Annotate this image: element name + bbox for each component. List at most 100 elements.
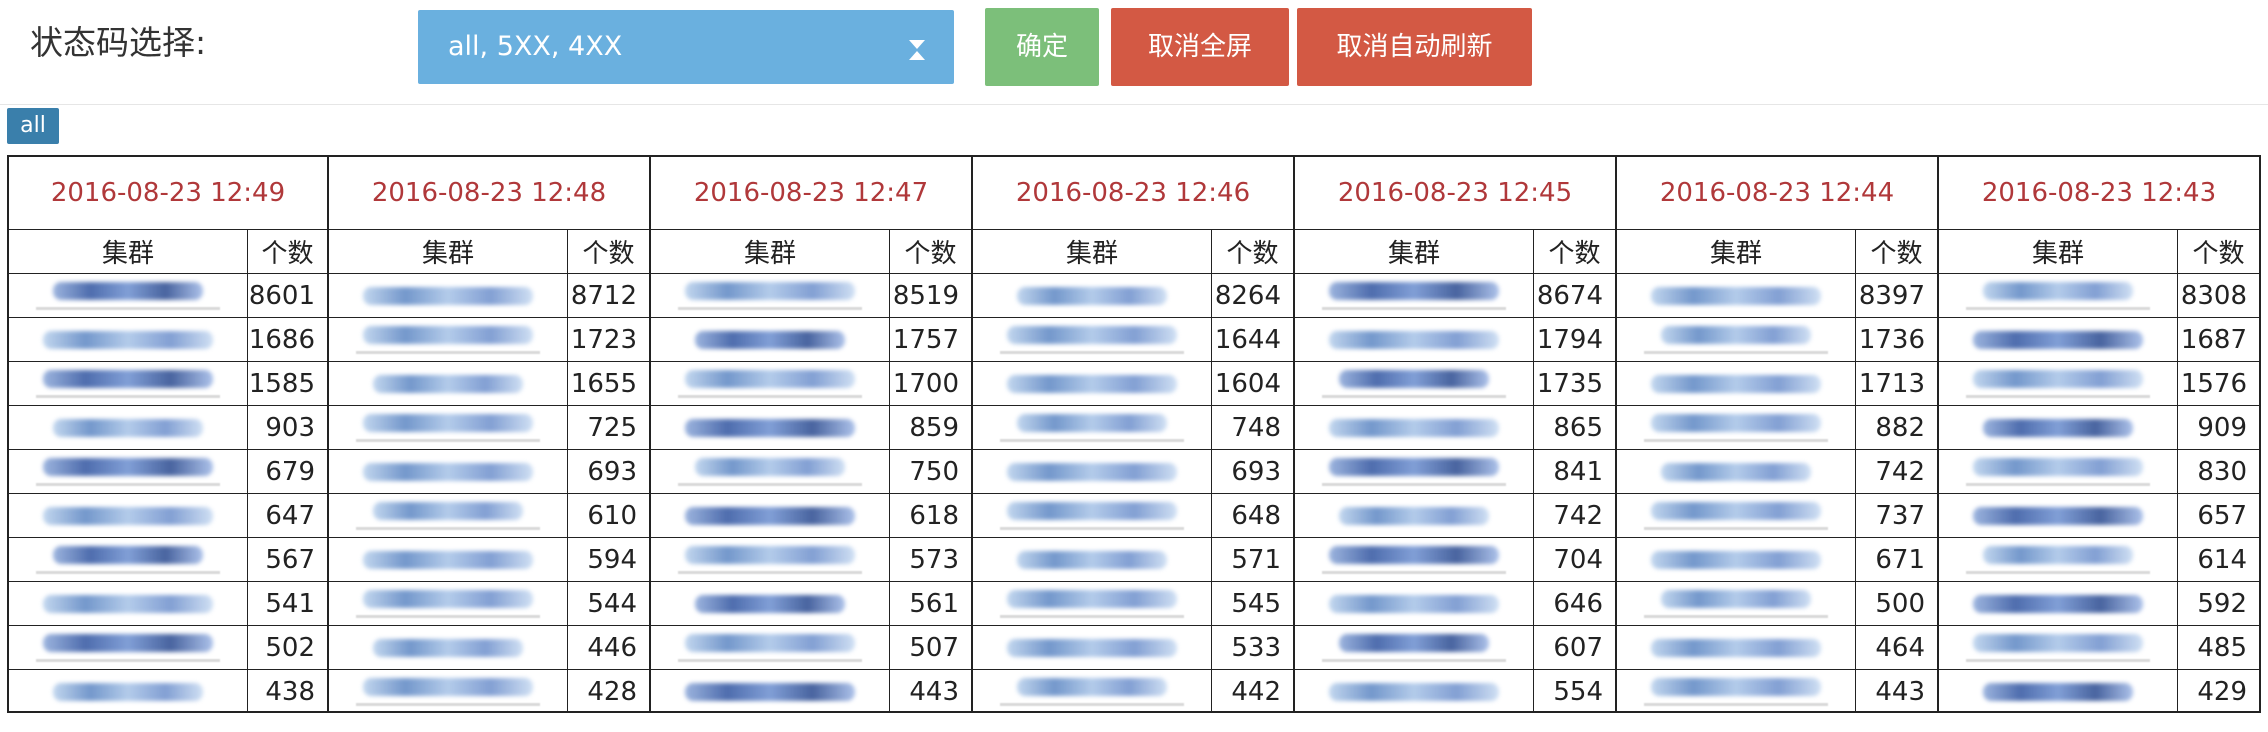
cluster-name-cell[interactable]: [973, 581, 1212, 626]
cluster-name-redacted: [1007, 589, 1177, 608]
cluster-name-cell[interactable]: [973, 493, 1212, 538]
cluster-name-cell[interactable]: [973, 317, 1212, 362]
cluster-name-cell[interactable]: [651, 361, 890, 406]
cluster-name-cell[interactable]: [1295, 493, 1534, 538]
cluster-name-cell[interactable]: [1295, 273, 1534, 318]
cluster-name-cell[interactable]: [1617, 405, 1856, 450]
cluster-name-cell[interactable]: [1295, 581, 1534, 626]
cluster-name-cell[interactable]: [1939, 361, 2178, 406]
count-cell: 693: [567, 449, 649, 494]
cluster-name-cell[interactable]: [1617, 493, 1856, 538]
cluster-name-cell[interactable]: [1617, 581, 1856, 626]
time-panel: 2016-08-23 12:43 集群 个数 8308 1687 1576 909 830 65…: [1939, 155, 2261, 713]
cluster-name-cell[interactable]: [9, 405, 248, 450]
cluster-name-cell[interactable]: [1295, 317, 1534, 362]
cluster-name-cell[interactable]: [329, 625, 568, 670]
cluster-name-cell[interactable]: [651, 449, 890, 494]
cluster-name-cell[interactable]: [9, 625, 248, 670]
cluster-name-cell[interactable]: [9, 361, 248, 406]
count-cell: 903: [247, 405, 327, 450]
cluster-name-cell[interactable]: [651, 669, 890, 713]
cluster-name-underline: [1322, 658, 1506, 662]
cluster-name-redacted: [695, 594, 845, 613]
cluster-header: 集群: [329, 230, 568, 274]
cluster-name-cell[interactable]: [329, 273, 568, 318]
cluster-name-cell[interactable]: [329, 405, 568, 450]
cluster-name-cell[interactable]: [329, 537, 568, 582]
cluster-name-cell[interactable]: [1939, 273, 2178, 318]
cluster-header: 集群: [1617, 230, 1856, 274]
cluster-name-cell[interactable]: [1295, 537, 1534, 582]
table-row: 573: [651, 537, 971, 582]
cluster-name-cell[interactable]: [1939, 537, 2178, 582]
cluster-name-cell[interactable]: [651, 537, 890, 582]
cluster-name-cell[interactable]: [1939, 625, 2178, 670]
cluster-name-cell[interactable]: [973, 273, 1212, 318]
cluster-name-cell[interactable]: [651, 581, 890, 626]
cluster-name-redacted: [1983, 281, 2133, 300]
cluster-name-cell[interactable]: [9, 537, 248, 582]
exit-fullscreen-button[interactable]: 取消全屏: [1111, 8, 1289, 86]
cluster-name-cell[interactable]: [1617, 317, 1856, 362]
cluster-name-cell[interactable]: [1295, 625, 1534, 670]
cluster-name-cell[interactable]: [1939, 581, 2178, 626]
cluster-name-cell[interactable]: [329, 581, 568, 626]
cluster-name-cell[interactable]: [9, 581, 248, 626]
cluster-name-redacted: [1983, 682, 2133, 701]
cluster-name-cell[interactable]: [1295, 669, 1534, 713]
cluster-name-cell[interactable]: [9, 449, 248, 494]
cluster-name-redacted: [1339, 506, 1489, 525]
table-header-row: 集群 个数: [1295, 230, 1615, 274]
cluster-name-underline: [678, 306, 862, 310]
cluster-name-underline: [678, 570, 862, 574]
cluster-name-cell[interactable]: [973, 361, 1212, 406]
cluster-name-cell[interactable]: [1617, 669, 1856, 713]
cluster-name-cell[interactable]: [329, 317, 568, 362]
count-cell: 750: [889, 449, 971, 494]
cluster-name-cell[interactable]: [9, 317, 248, 362]
cluster-name-cell[interactable]: [651, 405, 890, 450]
count-cell: 8397: [1855, 273, 1937, 318]
cluster-name-cell[interactable]: [1939, 317, 2178, 362]
cluster-name-cell[interactable]: [1617, 625, 1856, 670]
cluster-header: 集群: [973, 230, 1212, 274]
count-header: 个数: [261, 239, 314, 269]
cluster-name-cell[interactable]: [1939, 405, 2178, 450]
status-code-select[interactable]: all, 5XX, 4XX: [418, 10, 954, 84]
cluster-name-cell[interactable]: [1617, 361, 1856, 406]
cluster-name-cell[interactable]: [651, 317, 890, 362]
cluster-name-cell[interactable]: [1939, 669, 2178, 713]
confirm-button[interactable]: 确定: [985, 8, 1099, 86]
cluster-name-cell[interactable]: [329, 493, 568, 538]
cluster-name-cell[interactable]: [1295, 449, 1534, 494]
cluster-name-redacted: [363, 286, 533, 305]
cluster-name-cell[interactable]: [973, 405, 1212, 450]
cluster-name-cell[interactable]: [651, 493, 890, 538]
cluster-name-cell[interactable]: [1617, 537, 1856, 582]
count-cell: 1576: [2177, 361, 2259, 406]
stop-auto-refresh-button[interactable]: 取消自动刷新: [1297, 8, 1532, 86]
cluster-name-cell[interactable]: [1617, 273, 1856, 318]
count-cell: 859: [889, 405, 971, 450]
cluster-name-cell[interactable]: [329, 449, 568, 494]
cluster-name-cell[interactable]: [973, 537, 1212, 582]
cluster-name-cell[interactable]: [1939, 493, 2178, 538]
cluster-name-cell[interactable]: [1617, 449, 1856, 494]
cluster-name-cell[interactable]: [651, 625, 890, 670]
cluster-name-cell[interactable]: [1295, 361, 1534, 406]
table-row: 693: [329, 449, 649, 494]
cluster-name-cell[interactable]: [9, 669, 248, 713]
cluster-name-cell[interactable]: [1295, 405, 1534, 450]
cluster-name-cell[interactable]: [973, 449, 1212, 494]
cluster-name-cell[interactable]: [9, 273, 248, 318]
cluster-name-cell[interactable]: [651, 273, 890, 318]
cluster-name-cell[interactable]: [9, 493, 248, 538]
cluster-name-cell[interactable]: [329, 669, 568, 713]
table-row: 8308: [1939, 273, 2259, 318]
count-cell: 646: [1533, 581, 1615, 626]
cluster-name-cell[interactable]: [329, 361, 568, 406]
cluster-name-cell[interactable]: [973, 625, 1212, 670]
cluster-name-cell[interactable]: [1939, 449, 2178, 494]
cluster-name-cell[interactable]: [973, 669, 1212, 713]
table-row: 646: [1295, 581, 1615, 626]
